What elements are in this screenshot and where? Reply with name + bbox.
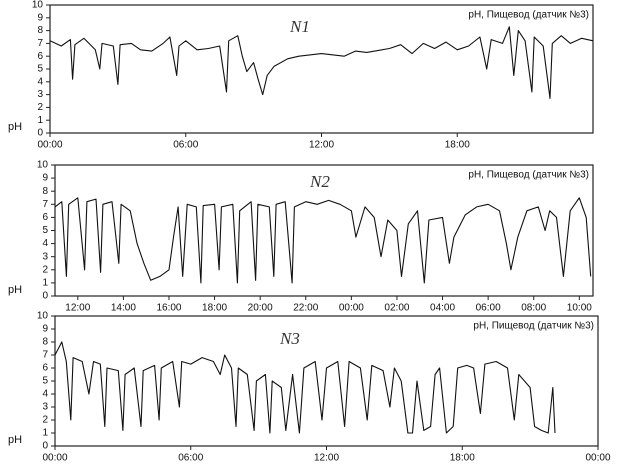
y-tick-label: 2 bbox=[42, 264, 48, 275]
y-tick-label: 4 bbox=[37, 76, 43, 87]
plot-frame bbox=[54, 315, 599, 447]
y-tick-label: 2 bbox=[37, 102, 43, 113]
y-tick-label: 10 bbox=[37, 311, 49, 322]
ph-line bbox=[54, 341, 556, 434]
x-tick-label: 08:00 bbox=[521, 303, 546, 314]
annotation: N2 bbox=[309, 172, 330, 191]
x-tick-label: 12:00 bbox=[314, 453, 339, 464]
y-tick-label: 3 bbox=[37, 89, 43, 100]
y-tick-label: 6 bbox=[42, 363, 48, 374]
y-tick-label: 2 bbox=[42, 415, 48, 426]
y-tick-label: 5 bbox=[37, 64, 43, 75]
x-tick-label: 06:00 bbox=[476, 303, 501, 314]
annotation: N1 bbox=[289, 17, 310, 36]
y-axis-label: pH bbox=[8, 434, 22, 446]
y-tick-label: 5 bbox=[42, 376, 48, 387]
y-tick-label: 6 bbox=[42, 212, 48, 223]
x-tick-label: 02:00 bbox=[384, 303, 409, 314]
legend-label: pH, Пищевод (датчик №3) bbox=[468, 10, 589, 21]
y-tick-label: 8 bbox=[37, 25, 43, 36]
x-tick-label: 12:00 bbox=[309, 140, 334, 151]
y-axis-label: pH bbox=[8, 121, 22, 133]
legend-label: pH, Пищевод (датчик №3) bbox=[473, 321, 594, 332]
x-tick-label: 18:00 bbox=[202, 303, 227, 314]
y-tick-label: 7 bbox=[42, 199, 48, 210]
y-tick-label: 0 bbox=[42, 291, 48, 302]
x-tick-label: 18:00 bbox=[450, 453, 475, 464]
x-tick-label: 00:00 bbox=[37, 140, 62, 151]
y-axis-label: pH bbox=[8, 284, 22, 296]
y-tick-label: 9 bbox=[37, 12, 43, 23]
annotation: N3 bbox=[279, 329, 300, 348]
legend-label: pH, Пищевод (датчик №3) bbox=[468, 170, 589, 181]
ph-line bbox=[49, 26, 594, 99]
y-tick-label: 7 bbox=[37, 38, 43, 49]
y-tick-label: 3 bbox=[42, 402, 48, 413]
y-tick-label: 5 bbox=[42, 225, 48, 236]
y-tick-label: 0 bbox=[37, 128, 43, 139]
y-tick-label: 9 bbox=[42, 173, 48, 184]
x-tick-label: 10:00 bbox=[567, 303, 592, 314]
y-tick-label: 4 bbox=[42, 238, 48, 249]
y-tick-label: 0 bbox=[42, 441, 48, 452]
x-tick-label: 06:00 bbox=[173, 140, 198, 151]
y-tick-label: 1 bbox=[42, 428, 48, 439]
x-tick-label: 00:00 bbox=[339, 303, 364, 314]
y-tick-label: 3 bbox=[42, 251, 48, 262]
y-tick-label: 7 bbox=[42, 350, 48, 361]
x-tick-label: 16:00 bbox=[156, 303, 181, 314]
x-tick-label: 22:00 bbox=[293, 303, 318, 314]
ph-line bbox=[54, 197, 592, 284]
plot-frame bbox=[49, 4, 594, 134]
x-tick-label: 04:00 bbox=[430, 303, 455, 314]
x-tick-label: 00:00 bbox=[585, 453, 610, 464]
y-tick-label: 10 bbox=[37, 160, 49, 171]
y-tick-label: 8 bbox=[42, 337, 48, 348]
x-tick-label: 12:00 bbox=[65, 303, 90, 314]
x-tick-label: 00:00 bbox=[42, 453, 67, 464]
x-tick-label: 18:00 bbox=[445, 140, 470, 151]
y-tick-label: 1 bbox=[37, 115, 43, 126]
y-tick-label: 4 bbox=[42, 389, 48, 400]
x-tick-label: 20:00 bbox=[248, 303, 273, 314]
y-tick-label: 10 bbox=[32, 0, 44, 11]
y-tick-label: 8 bbox=[42, 186, 48, 197]
x-tick-label: 14:00 bbox=[111, 303, 136, 314]
x-tick-label: 06:00 bbox=[178, 453, 203, 464]
y-tick-label: 6 bbox=[37, 51, 43, 62]
y-tick-label: 9 bbox=[42, 324, 48, 335]
y-tick-label: 1 bbox=[42, 278, 48, 289]
